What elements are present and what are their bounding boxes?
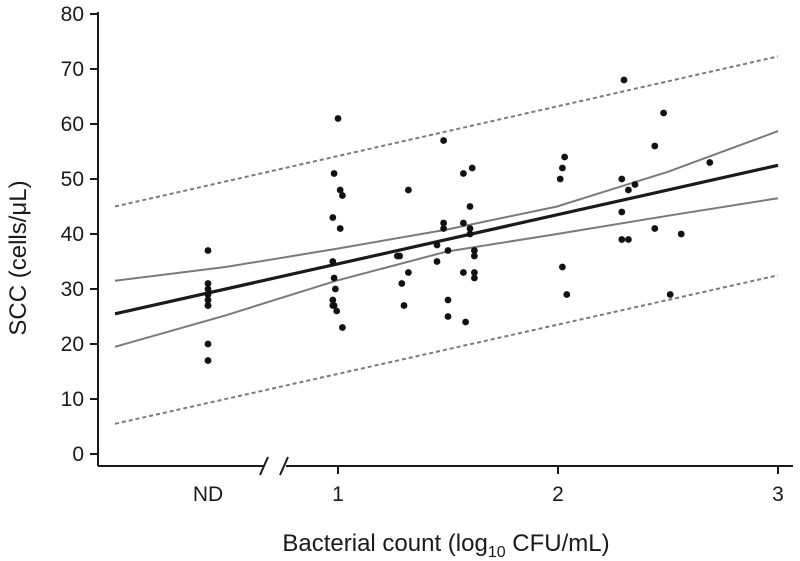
data-point — [471, 247, 478, 254]
data-point — [336, 225, 344, 232]
data-point — [336, 186, 344, 194]
data-point — [677, 230, 685, 238]
data-point — [471, 274, 478, 282]
data-point — [440, 225, 447, 232]
data-point — [334, 115, 342, 122]
data-point — [204, 340, 212, 348]
y-tick-label: 30 — [61, 278, 84, 301]
data-point — [204, 357, 212, 364]
y-tick-label: 0 — [72, 443, 84, 466]
data-point — [625, 186, 632, 194]
axes: 0 10 20 30 40 50 60 70 80 ND 1 2 3 — [61, 3, 793, 506]
prediction-lower-line — [114, 274, 779, 425]
data-point — [329, 258, 337, 265]
y-tick-label: 20 — [61, 333, 84, 356]
y-tick-label: 40 — [61, 223, 84, 246]
data-point — [329, 214, 337, 221]
data-point — [651, 142, 659, 150]
x-axis-title-main: Bacterial count (log — [282, 530, 487, 557]
data-point — [330, 302, 338, 309]
data-point — [204, 247, 212, 254]
data-point — [333, 307, 341, 315]
prediction-upper-line — [114, 55, 779, 208]
x-axis-title-subscript: 10 — [488, 544, 506, 561]
data-point — [444, 313, 452, 320]
data-point — [433, 258, 441, 265]
y-axis-title: SCC (cells/μL) — [5, 180, 32, 335]
data-point — [332, 285, 339, 293]
data-point — [563, 291, 571, 298]
data-point — [440, 137, 447, 144]
data-point — [471, 269, 478, 276]
data-point — [433, 241, 441, 249]
axis-break-mark-right — [279, 456, 289, 476]
data-point — [204, 285, 212, 293]
fit-lines — [114, 55, 779, 425]
data-point — [204, 296, 212, 304]
data-point — [706, 159, 714, 166]
data-point — [471, 252, 478, 260]
data-point — [631, 181, 639, 188]
data-points — [204, 76, 714, 364]
x-tick-label: 3 — [772, 483, 784, 506]
data-point — [394, 252, 401, 260]
x-tick-label: 2 — [552, 483, 564, 506]
data-point — [460, 170, 467, 177]
y-tick-label: 50 — [61, 168, 84, 191]
y-tick-label: 10 — [61, 388, 84, 411]
data-point — [460, 219, 467, 227]
x-axis-title: Bacterial count (log10 CFU/mL) — [282, 530, 609, 561]
y-tick-label: 60 — [61, 113, 84, 136]
data-point — [405, 186, 412, 194]
data-point — [339, 324, 346, 331]
data-point — [666, 291, 674, 298]
data-point — [398, 280, 406, 287]
data-point — [329, 296, 337, 304]
data-point — [620, 76, 628, 84]
data-point — [330, 274, 338, 282]
data-point — [339, 192, 346, 199]
data-point — [405, 269, 412, 276]
confidence-upper-line — [114, 130, 779, 282]
y-tick-label: 80 — [61, 3, 84, 26]
data-point — [466, 230, 474, 238]
data-point — [556, 175, 564, 183]
data-point — [468, 164, 476, 172]
y-tick-label: 70 — [61, 58, 84, 81]
data-point — [440, 219, 447, 227]
data-point — [460, 269, 467, 276]
data-point — [618, 175, 626, 183]
data-point — [330, 170, 338, 177]
data-point — [466, 203, 474, 210]
data-point — [400, 302, 408, 309]
data-point — [559, 263, 566, 271]
data-point — [462, 318, 469, 326]
data-point — [660, 109, 667, 117]
axis-break-mark-left — [259, 456, 269, 476]
data-point — [466, 225, 474, 232]
data-point — [444, 296, 452, 304]
x-axis-title-suffix: CFU/mL) — [506, 530, 610, 557]
x-tick-label: 1 — [332, 483, 344, 506]
data-point — [651, 225, 659, 232]
data-point — [204, 280, 212, 287]
data-point — [618, 208, 626, 216]
data-point — [204, 291, 212, 298]
data-point — [444, 247, 452, 254]
data-point — [618, 236, 626, 243]
data-point — [561, 153, 568, 161]
data-point — [559, 164, 566, 172]
data-point — [204, 302, 212, 309]
confidence-lower-line — [114, 197, 779, 348]
x-tick-label: ND — [193, 483, 223, 506]
data-point — [625, 236, 632, 243]
regression-line — [114, 163, 779, 316]
